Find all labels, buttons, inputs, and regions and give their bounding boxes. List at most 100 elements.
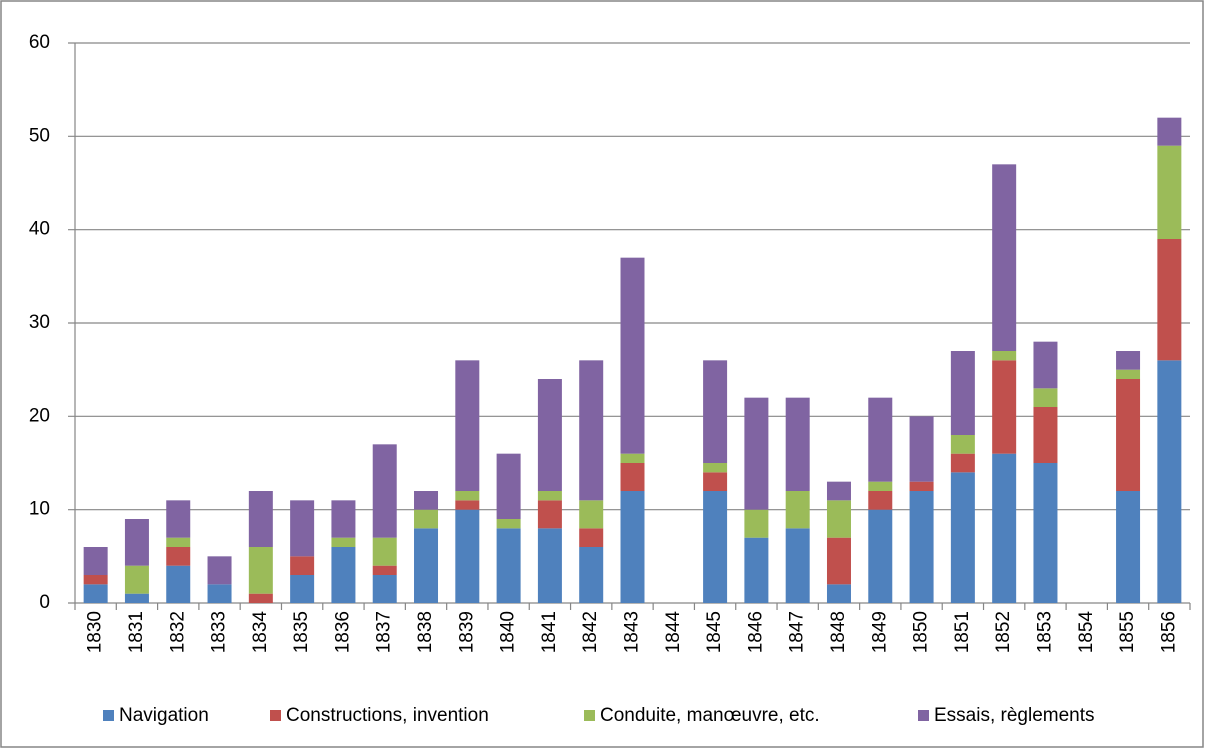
bar-segment: [166, 565, 191, 603]
bar-segment: [1033, 463, 1058, 603]
bar-segment: [537, 528, 562, 603]
x-tick-label: 1838: [415, 611, 436, 653]
x-tick-label: 1853: [1034, 611, 1055, 653]
bar-segment: [909, 481, 934, 491]
bar-segment: [372, 565, 397, 575]
bar-segment: [331, 537, 356, 547]
bar-segment: [620, 463, 645, 491]
bar-segment: [83, 547, 108, 575]
bar-segment: [331, 547, 356, 603]
y-tick-label: 60: [29, 32, 50, 53]
y-tick-label: 40: [29, 219, 50, 240]
bar-segment: [166, 500, 191, 538]
x-tick-label: 1854: [1076, 611, 1097, 654]
bar-segment: [372, 537, 397, 566]
x-tick-label: 1831: [126, 611, 147, 653]
bar-segment: [785, 397, 810, 491]
x-tick-label: 1834: [250, 611, 271, 654]
bar-segment: [455, 500, 480, 510]
bar-segment: [1033, 407, 1058, 463]
bar-segment: [992, 351, 1017, 361]
bar-segment: [579, 500, 604, 529]
bar-segment: [166, 537, 191, 547]
bar-segment: [1116, 351, 1141, 370]
bar-segment: [785, 528, 810, 603]
bar-segment: [992, 453, 1017, 603]
x-tick-label: 1848: [828, 611, 849, 653]
bar-segment: [248, 491, 273, 547]
x-tick-label: 1844: [663, 611, 684, 654]
legend-swatch: [103, 710, 114, 721]
x-tick-label: 1852: [993, 611, 1014, 653]
bar-segment: [414, 491, 439, 510]
bar-segment: [579, 547, 604, 603]
bar-segment: [826, 537, 851, 585]
bar-segment: [1116, 379, 1141, 491]
bar-segment: [124, 593, 149, 603]
bar-segment: [1033, 341, 1058, 389]
legend-label: Constructions, invention: [286, 705, 489, 726]
y-tick-label: 10: [29, 499, 50, 520]
bar-segment: [703, 360, 728, 463]
bar-segment: [909, 416, 934, 482]
legend-swatch: [584, 710, 595, 721]
bar-segment: [868, 481, 893, 491]
x-tick-label: 1835: [291, 611, 312, 653]
bar-segment: [83, 575, 108, 585]
x-tick-label: 1846: [745, 611, 766, 653]
bar-segment: [992, 360, 1017, 454]
bar-segment: [744, 509, 769, 538]
bar-segment: [992, 164, 1017, 351]
y-tick-label: 50: [29, 125, 50, 146]
bar-segment: [455, 360, 480, 491]
bar-segment: [248, 593, 273, 603]
x-tick-label: 1843: [622, 611, 643, 653]
bar-segment: [455, 509, 480, 603]
legend-swatch: [918, 710, 929, 721]
legend-label: Conduite, manœuvre, etc.: [600, 705, 820, 726]
bar-segment: [579, 360, 604, 501]
x-tick-label: 1833: [209, 611, 230, 653]
bar-segment: [620, 453, 645, 463]
bar-segment: [909, 491, 934, 603]
x-tick-label: 1830: [85, 611, 106, 653]
bar-segment: [1157, 360, 1182, 603]
x-tick-label: 1837: [374, 611, 395, 653]
bar-segment: [950, 453, 975, 473]
x-tick-label: 1850: [911, 611, 932, 653]
y-tick-label: 0: [39, 592, 50, 613]
x-tick-label: 1836: [332, 611, 353, 653]
bar-segment: [207, 584, 232, 603]
legend-label: Essais, règlements: [934, 705, 1095, 726]
bar-segment: [785, 491, 810, 529]
bar-segment: [537, 491, 562, 501]
bar-segment: [83, 584, 108, 603]
bar-segment: [744, 397, 769, 510]
y-tick-label: 30: [29, 312, 50, 333]
bar-segment: [1116, 369, 1141, 379]
bar-segment: [290, 500, 315, 557]
x-tick-label: 1855: [1117, 611, 1138, 653]
bar-segment: [537, 379, 562, 491]
bar-segment: [290, 575, 315, 603]
bar-segment: [124, 565, 149, 594]
bar-segment: [166, 547, 191, 566]
x-tick-label: 1847: [787, 611, 808, 653]
legend-swatch: [270, 710, 281, 721]
legend-label: Navigation: [119, 705, 209, 726]
x-tick-label: 1851: [952, 611, 973, 653]
bar-segment: [248, 547, 273, 594]
bar-segment: [703, 463, 728, 473]
bar-segment: [950, 351, 975, 435]
bar-segment: [290, 556, 315, 575]
bar-segment: [620, 257, 645, 454]
bar-segment: [372, 444, 397, 538]
bar-segment: [414, 509, 439, 529]
bar-segment: [703, 491, 728, 603]
bar-segment: [1116, 491, 1141, 603]
y-tick-label: 20: [29, 405, 50, 426]
bar-segment: [950, 472, 975, 603]
bar-segment: [331, 500, 356, 538]
bar-segment: [496, 528, 521, 603]
